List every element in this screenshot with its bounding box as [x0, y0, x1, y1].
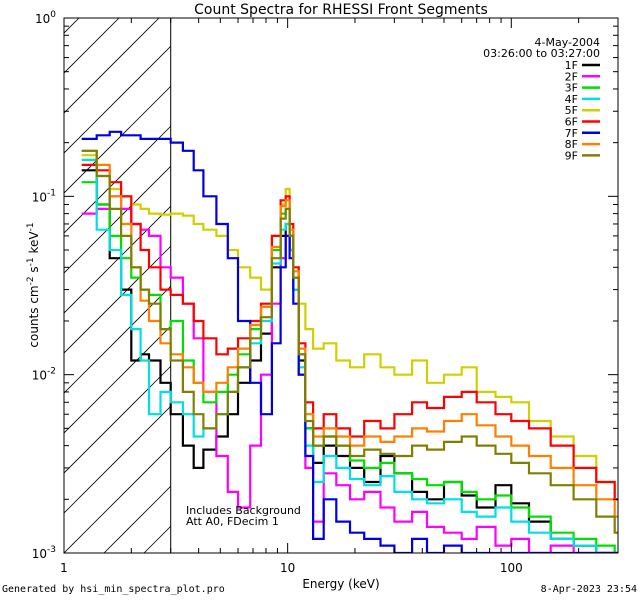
hatch-line — [64, 18, 120, 74]
legend-label: 7F — [565, 127, 578, 140]
y-tick-label: 10-1 — [32, 188, 56, 204]
series-layer — [81, 130, 618, 553]
hatch-line — [64, 18, 160, 114]
date-label: 4-May-2004 — [535, 36, 600, 49]
annotation-background: Includes Background — [186, 504, 301, 517]
axis-ticks — [63, 17, 619, 554]
legend-label: 1F — [565, 59, 578, 72]
hatch-line — [64, 18, 200, 154]
legend-label: 6F — [565, 116, 578, 129]
series-line-7f — [81, 130, 618, 553]
chart-title: Count Spectra for RHESSI Front Segments — [194, 2, 488, 18]
shaded-region — [0, 0, 618, 553]
x-tick-labels: 1 10 100 — [60, 561, 523, 575]
plot-frame — [63, 17, 619, 554]
legend-label: 8F — [565, 138, 578, 151]
hatch-line — [0, 0, 104, 553]
series-line-9f — [81, 149, 618, 534]
generated-by-label: Generated by hsi_min_spectra_plot.pro — [2, 584, 225, 595]
x-tick-label: 1 — [60, 561, 68, 575]
legend-label: 9F — [565, 149, 578, 162]
series-line-6f — [81, 163, 618, 501]
svg-text:counts cm-2 s-1 keV-1: counts cm-2 s-1 keV-1 — [26, 222, 41, 347]
legend-label: 3F — [565, 82, 578, 95]
hatch-line — [64, 18, 80, 34]
x-tick-label: 100 — [500, 561, 523, 575]
y-tick-labels: 100 10-1 10-2 10-3 — [32, 10, 57, 561]
time-range-label: 03:26:00 to 03:27:00 — [483, 47, 600, 60]
legend-label: 4F — [565, 93, 578, 106]
y-tick-label: 100 — [35, 10, 56, 26]
legend-label: 5F — [565, 104, 578, 117]
y-tick-label: 10-3 — [32, 545, 56, 561]
timestamp-label: 8-Apr-2023 23:54 — [540, 584, 637, 595]
series-line-8f — [81, 149, 618, 518]
x-axis-label: Energy (keV) — [302, 577, 379, 591]
y-tick-label: 10-2 — [32, 367, 56, 383]
annotation-attenuator: Att A0, FDecim 1 — [186, 515, 279, 528]
legend-label: 2F — [565, 70, 578, 83]
x-tick-label: 10 — [280, 561, 295, 575]
y-axis-label: counts cm-2 s-1 keV-1 — [26, 222, 41, 347]
